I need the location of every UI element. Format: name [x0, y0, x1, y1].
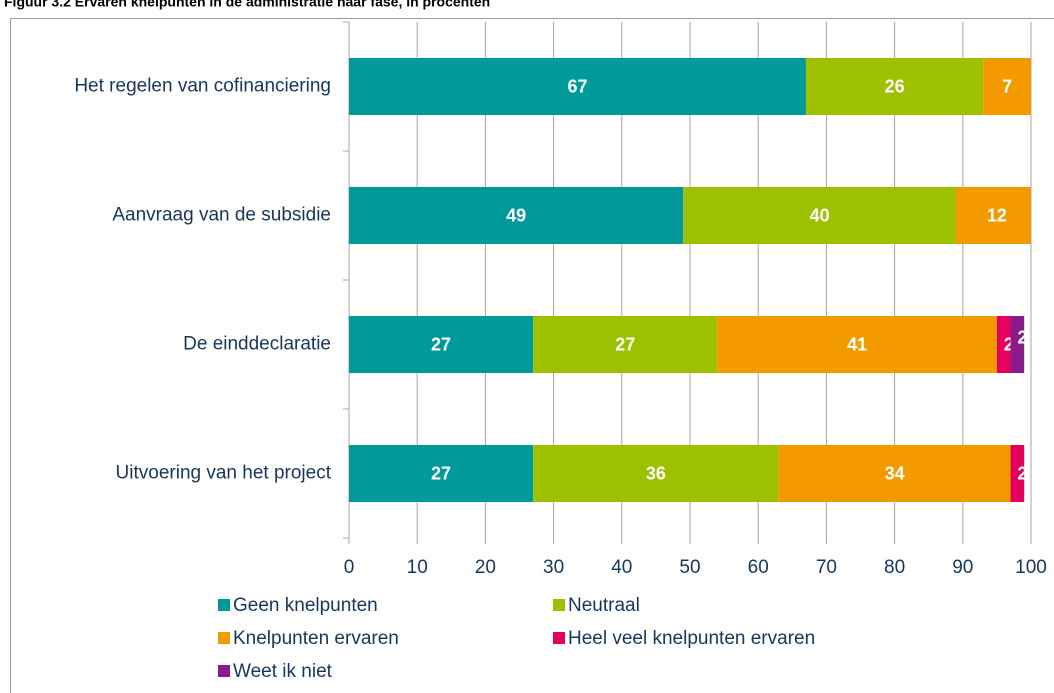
- bar-segment: [349, 58, 806, 115]
- value-label: 67: [567, 76, 587, 96]
- chart-title: Figuur 3.2 Ervaren knelpunten in de admi…: [4, 0, 490, 10]
- category-label: Aanvraag van de subsidie: [112, 205, 331, 226]
- chart-frame: [10, 18, 1054, 693]
- value-label: 0: [1031, 76, 1041, 96]
- value-label: 2: [1017, 463, 1027, 483]
- value-label: 0: [1038, 205, 1048, 225]
- value-label: 34: [885, 463, 905, 483]
- x-tick-label: 30: [543, 557, 564, 578]
- x-tick-label: 40: [611, 557, 632, 578]
- value-label: 12: [987, 205, 1007, 225]
- x-tick-label: 90: [952, 557, 973, 578]
- value-label: 41: [847, 334, 867, 354]
- value-label: 26: [885, 76, 905, 96]
- value-label: 27: [431, 334, 451, 354]
- value-label: 7: [1002, 76, 1012, 96]
- bar-segment: [533, 316, 718, 373]
- bar-segment: [349, 445, 534, 502]
- value-label: 49: [506, 205, 526, 225]
- value-label: 2: [1004, 334, 1014, 354]
- bar-segment: [717, 316, 997, 373]
- x-tick-label: 10: [407, 557, 428, 578]
- legend-swatch: [218, 665, 230, 677]
- x-tick-label: 70: [816, 557, 837, 578]
- bars: 67 26 7 049 40 12 027 27 41 2 227 36 34 2: [349, 58, 1048, 502]
- bar-segment: [683, 187, 956, 244]
- value-label: 2: [1017, 327, 1027, 347]
- value-label: 27: [431, 463, 451, 483]
- category-label: Het regelen van cofinanciering: [74, 76, 331, 97]
- x-tick-label: 0: [344, 557, 355, 578]
- bar-segment: [1010, 316, 1025, 373]
- legend-label: Geen knelpunten: [233, 595, 378, 616]
- bar-segment: [805, 58, 984, 115]
- legend-swatch: [553, 632, 565, 644]
- value-label: 40: [810, 205, 830, 225]
- x-tick-label: 60: [748, 557, 769, 578]
- bar-segment: [349, 316, 534, 373]
- legend-swatch: [553, 599, 565, 611]
- legend-label: Neutraal: [568, 595, 640, 616]
- legend-label: Heel veel knelpunten ervaren: [568, 628, 815, 649]
- value-label: 27: [615, 334, 635, 354]
- bar-segment: [996, 316, 1011, 373]
- bar-segment: [955, 187, 1031, 244]
- value-label: 36: [646, 463, 666, 483]
- x-tick-label: 100: [1015, 557, 1047, 578]
- category-label: De einddeclaratie: [183, 334, 331, 355]
- bar-segment: [533, 445, 779, 502]
- legend-label: Weet ik niet: [233, 661, 333, 682]
- bar-segment: [349, 187, 684, 244]
- x-tick-label: 20: [475, 557, 496, 578]
- legend-label: Knelpunten ervaren: [233, 628, 399, 649]
- legend-swatch: [218, 632, 230, 644]
- bar-segment: [778, 445, 1011, 502]
- x-tick-label: 80: [884, 557, 905, 578]
- legend-swatch: [218, 599, 230, 611]
- bar-segment: [983, 58, 1031, 115]
- category-label: Uitvoering van het project: [116, 463, 332, 484]
- x-tick-label: 50: [679, 557, 700, 578]
- bar-segment: [1010, 445, 1025, 502]
